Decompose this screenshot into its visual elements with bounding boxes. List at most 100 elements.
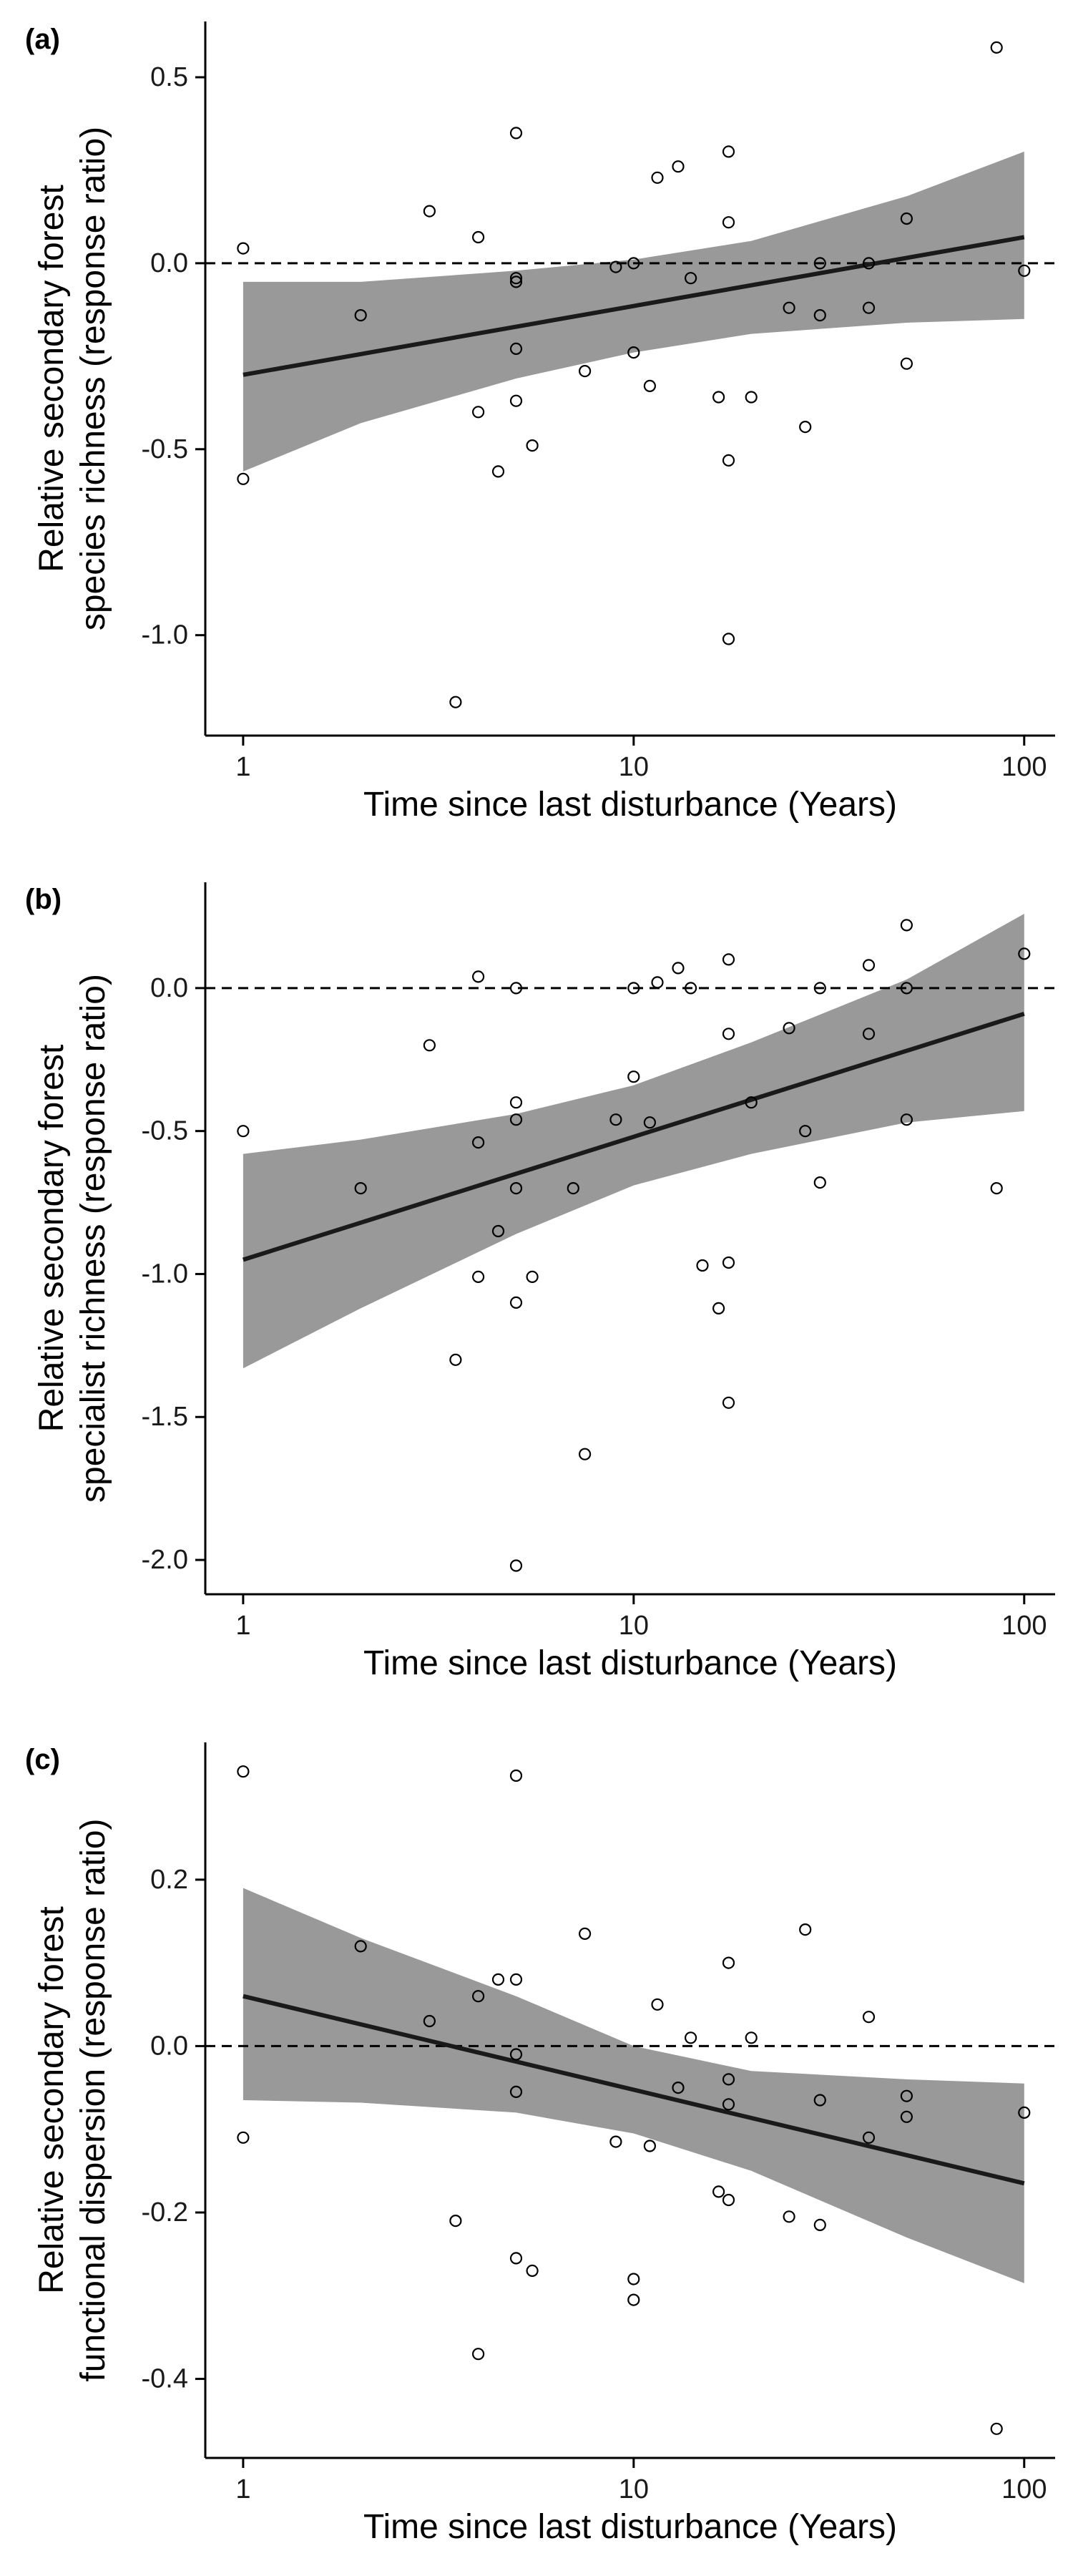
data-point: [491, 1973, 505, 1986]
data-point: [651, 1998, 664, 2011]
data-point: [651, 171, 664, 184]
data-point: [627, 982, 640, 995]
x-tick-label: 10: [619, 2474, 649, 2504]
data-point: [627, 2293, 640, 2306]
data-point: [1018, 2106, 1031, 2119]
y-tick-label: -0.2: [142, 2197, 188, 2228]
confidence-band: [242, 914, 1024, 1369]
data-point: [745, 2031, 758, 2044]
data-point: [449, 696, 462, 708]
y-axis-label-line: functional dispersion (response ratio): [74, 1818, 112, 2381]
data-point: [722, 633, 735, 645]
x-tick-label: 10: [619, 752, 649, 782]
data-point: [722, 1256, 735, 1269]
y-tick-label: 0.0: [150, 973, 188, 1003]
data-point: [783, 301, 795, 314]
y-tick-label: -1.0: [142, 620, 188, 650]
data-point: [900, 212, 913, 225]
x-tick-label: 1: [235, 1611, 250, 1641]
chart-panel-1: 0.5 0.0 -0.5 -1.0 1 10 100 Time since last dist…: [25, 21, 1055, 824]
x-axis-label: Time since last disturbance (Years): [363, 1644, 897, 1682]
data-point: [783, 1022, 795, 1035]
data-point: [578, 364, 592, 378]
data-point: [722, 2098, 735, 2111]
data-point: [509, 1973, 523, 1986]
data-point: [526, 2264, 539, 2277]
data-point: [423, 1039, 436, 1052]
data-point: [237, 472, 250, 485]
data-point: [990, 1181, 1003, 1195]
data-point: [449, 2215, 462, 2228]
data-point: [526, 439, 539, 452]
data-point: [745, 1096, 758, 1109]
data-point: [471, 230, 485, 244]
data-point: [643, 2140, 657, 2152]
data-point: [526, 1270, 539, 1284]
data-point: [509, 1181, 523, 1195]
data-point: [799, 1923, 812, 1936]
data-point: [471, 2348, 485, 2361]
data-point: [722, 953, 735, 966]
data-point: [237, 1125, 250, 1138]
data-point: [684, 982, 697, 995]
y-tick-label: 0.0: [150, 248, 188, 278]
data-point: [627, 257, 640, 270]
data-point: [471, 1136, 485, 1149]
y-axis-label-line: specialist richness (response ratio): [74, 974, 112, 1503]
data-point: [862, 1028, 876, 1040]
data-point: [509, 127, 523, 140]
data-point: [799, 1125, 812, 1138]
data-point: [813, 982, 826, 995]
y-axis-label: Relative secondary forest functional disp…: [33, 1818, 112, 2381]
data-point: [722, 216, 735, 229]
data-point: [491, 465, 505, 478]
data-point: [509, 272, 523, 285]
data-point: [609, 260, 622, 273]
data-point: [672, 160, 685, 173]
y-tick-label: -0.5: [142, 1116, 188, 1146]
data-point: [627, 1070, 640, 1083]
x-axis-label: Time since last disturbance (Years): [363, 786, 897, 824]
y-tick-label: -1.5: [142, 1402, 188, 1432]
data-point: [783, 2210, 795, 2223]
data-point: [609, 2135, 622, 2148]
data-point: [578, 1448, 592, 1460]
fit-line: [242, 1011, 1025, 1262]
panel-label: (b): [25, 884, 62, 915]
y-tick-label: -1.0: [142, 1259, 188, 1289]
x-tick-label: 100: [1001, 2474, 1047, 2504]
data-point: [722, 145, 735, 158]
data-point: [990, 2422, 1003, 2435]
data-point: [237, 2131, 250, 2144]
data-point: [862, 301, 876, 314]
confidence-band: [242, 151, 1024, 472]
panel-label: (c): [25, 1744, 60, 1775]
data-point: [509, 982, 523, 995]
data-point: [651, 976, 664, 989]
y-axis-label: Relative secondary forest species richnes…: [33, 127, 112, 630]
data-point: [696, 1259, 709, 1272]
fit-line: [242, 235, 1025, 377]
data-point: [509, 1559, 523, 1572]
data-point: [900, 2089, 913, 2102]
data-point: [813, 2094, 826, 2107]
data-point: [813, 257, 826, 270]
fit-line: [242, 1994, 1025, 2186]
data-point: [471, 970, 485, 983]
data-point: [900, 1113, 913, 1126]
confidence-band: [242, 1888, 1024, 2283]
data-point: [509, 2252, 523, 2265]
data-point: [449, 1353, 462, 1366]
data-point: [509, 342, 523, 355]
data-point: [237, 1765, 250, 1778]
data-point: [712, 2185, 725, 2198]
data-point: [643, 1116, 657, 1129]
data-point: [900, 982, 913, 995]
y-tick-label: 0.0: [150, 2031, 188, 2061]
data-point: [672, 2082, 685, 2094]
data-point: [684, 2031, 697, 2044]
data-point: [684, 272, 697, 285]
data-point: [609, 1113, 622, 1126]
data-point: [471, 1270, 485, 1284]
data-point: [354, 309, 367, 322]
